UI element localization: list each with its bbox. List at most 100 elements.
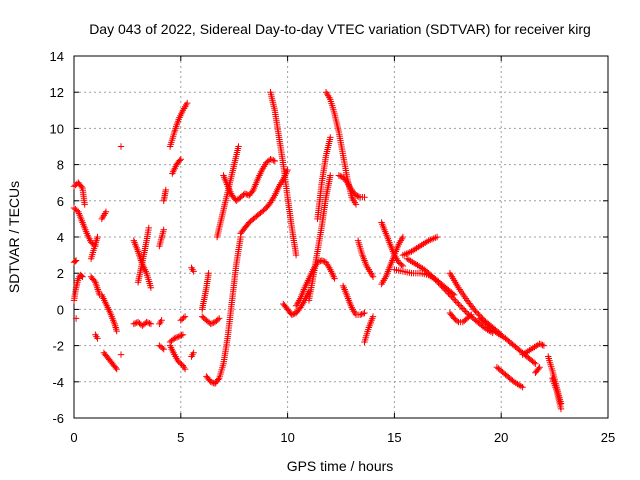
series-arc-p xyxy=(134,224,152,286)
series-arc-az xyxy=(493,364,526,391)
series-arc-ba xyxy=(519,340,548,358)
series-arc-ad xyxy=(203,233,244,387)
series-markers xyxy=(404,255,496,337)
series-markers xyxy=(519,340,548,358)
y-tick-label: 6 xyxy=(57,194,64,209)
series-arc-s xyxy=(160,186,169,204)
series-markers xyxy=(166,342,189,373)
series-markers xyxy=(339,282,368,318)
y-tick-label: 10 xyxy=(50,121,64,136)
series-markers xyxy=(203,233,244,387)
series-arc-u xyxy=(166,99,191,150)
series-arc-k xyxy=(100,349,120,373)
series-arc-ao xyxy=(339,282,368,318)
series-arc-ay xyxy=(476,315,539,367)
chart-title: Day 043 of 2022, Sidereal Day-to-day VTE… xyxy=(89,21,591,37)
series-markers xyxy=(130,318,155,329)
y-tick-label: -6 xyxy=(52,411,64,426)
series-markers xyxy=(476,315,539,367)
series-arc-ai xyxy=(280,288,313,318)
series-markers xyxy=(166,99,191,150)
series-arc-r xyxy=(156,317,165,328)
series-markers xyxy=(378,219,407,270)
series-markers xyxy=(72,315,80,322)
series-arc-f xyxy=(87,233,101,262)
series-arc-ah xyxy=(267,89,300,259)
series-markers xyxy=(188,264,197,275)
y-tick-label: 8 xyxy=(57,158,64,173)
series-markers xyxy=(98,208,110,223)
series-arc-w xyxy=(166,331,187,346)
series-arc-b xyxy=(70,179,88,208)
y-tick-label: 14 xyxy=(50,49,64,64)
series-arc-ap xyxy=(354,237,377,280)
series-markers xyxy=(70,204,99,250)
series-arc-j xyxy=(92,331,101,342)
x-tick-label: 5 xyxy=(177,430,184,445)
series-markers xyxy=(267,89,300,259)
series-arc-y xyxy=(177,313,189,324)
series-markers xyxy=(87,233,101,262)
y-tick-label: 4 xyxy=(57,230,64,245)
series-arc-bd xyxy=(549,375,565,413)
series-arc-x xyxy=(166,342,189,373)
series-arc-av xyxy=(404,255,496,337)
series-markers xyxy=(199,270,212,313)
series-markers xyxy=(177,313,189,324)
series-markers xyxy=(549,375,565,413)
series-arc-d xyxy=(70,257,80,266)
y-tick-label: -2 xyxy=(52,339,64,354)
series-arc-t xyxy=(156,342,167,353)
series-markers xyxy=(134,224,152,286)
series-arc-g xyxy=(87,273,103,299)
series-arc-bb xyxy=(532,364,543,376)
series-markers xyxy=(199,313,223,328)
series-arc-ac xyxy=(199,313,223,328)
series-markers xyxy=(160,186,169,204)
series-arc-as xyxy=(378,219,407,270)
series-markers xyxy=(305,172,334,304)
x-tick-label: 0 xyxy=(70,430,77,445)
series-arc-n xyxy=(130,318,155,329)
series-arc-ag xyxy=(237,166,291,237)
series-markers xyxy=(70,257,80,266)
series-markers xyxy=(314,134,334,223)
series-arc-aa xyxy=(188,349,197,360)
series-arc-i xyxy=(98,291,120,335)
series-markers xyxy=(361,313,377,346)
series-markers xyxy=(156,342,167,353)
series-markers xyxy=(169,156,184,177)
grid xyxy=(74,56,608,418)
x-tick-label: 25 xyxy=(601,430,615,445)
series-markers xyxy=(156,226,167,250)
series-arc-e xyxy=(72,315,80,322)
series-markers xyxy=(100,349,120,373)
series-markers xyxy=(378,233,407,288)
series-arc-an xyxy=(335,172,368,201)
series-arc-ar xyxy=(378,233,407,288)
series-arc-q xyxy=(156,226,167,250)
series-markers xyxy=(532,364,543,376)
series-markers xyxy=(117,351,125,358)
series-markers xyxy=(188,349,197,360)
series-arc-aq xyxy=(361,313,377,346)
series-markers xyxy=(117,143,125,150)
x-tick-label: 10 xyxy=(280,430,294,445)
series-arc-l xyxy=(117,143,125,150)
series-arc-m xyxy=(117,351,125,358)
series-markers xyxy=(92,331,101,342)
series-markers xyxy=(70,179,88,208)
series-arc-ak xyxy=(305,172,334,304)
series-markers xyxy=(98,291,120,335)
series-markers xyxy=(280,288,313,318)
series-arc-h xyxy=(98,208,110,223)
y-tick-label: 12 xyxy=(50,85,64,100)
data-points xyxy=(70,89,565,413)
series-arc-al xyxy=(314,134,334,223)
series-markers xyxy=(87,273,103,299)
series-markers xyxy=(399,233,441,259)
series-arc-ax xyxy=(446,309,475,326)
axis-ticks: 0 5 10 15 20 25 -6 -4 -2 0 2 4 6 8 10 12 14 xyxy=(50,49,616,445)
